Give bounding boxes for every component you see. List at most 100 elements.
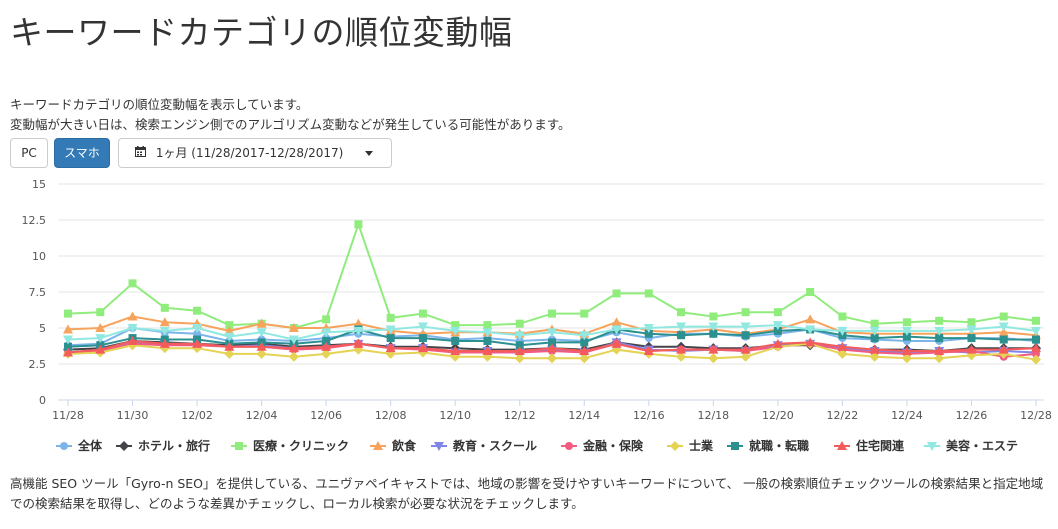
data-point	[322, 315, 331, 324]
data-point	[418, 334, 427, 343]
data-point	[870, 319, 879, 328]
data-point	[805, 314, 816, 324]
data-point	[999, 312, 1008, 321]
data-point	[902, 332, 911, 341]
data-point	[869, 351, 880, 362]
legend-label: ホテル・旅行	[138, 438, 210, 453]
y-tick-label: 12.5	[22, 214, 47, 227]
data-point	[322, 336, 331, 345]
legend-symbol	[927, 442, 937, 451]
data-point	[63, 347, 73, 357]
data-point	[483, 321, 492, 330]
data-point	[385, 348, 396, 359]
data-point	[160, 303, 169, 312]
legend-symbol	[565, 442, 573, 450]
data-point	[288, 351, 299, 362]
data-point	[225, 321, 234, 330]
data-point	[709, 329, 718, 338]
x-tick-label: 12/28	[1020, 409, 1052, 422]
data-point	[127, 311, 138, 321]
x-tick-label: 12/24	[891, 409, 923, 422]
data-point	[288, 343, 299, 353]
data-point	[740, 322, 751, 332]
legend-label: 医療・クリニック	[253, 438, 349, 453]
date-range-dropdown[interactable]: 1ヶ月 (11/28/2017-12/28/2017)	[118, 138, 392, 168]
description-line-1: キーワードカテゴリの順位変動幅を表示しています。	[10, 97, 309, 112]
legend-item[interactable]: 就職・転職	[727, 438, 809, 453]
legend-symbol	[670, 441, 680, 451]
legend-item[interactable]: 金融・保険	[561, 438, 644, 453]
data-point	[95, 334, 106, 344]
x-tick-label: 12/22	[827, 409, 859, 422]
legend-item[interactable]: 医療・クリニック	[231, 438, 349, 453]
data-point	[64, 309, 72, 318]
legend-label: 教育・スクール	[452, 438, 537, 453]
data-point	[773, 326, 782, 335]
legend-item[interactable]: 全体	[56, 438, 103, 453]
legend-item[interactable]: 教育・スクール	[431, 438, 537, 453]
legend-label: 士業	[689, 438, 714, 453]
data-point	[482, 346, 493, 356]
data-point	[547, 353, 557, 364]
data-point	[224, 325, 235, 335]
legend-label: 就職・転職	[749, 438, 809, 453]
smartphone-button[interactable]: スマホ	[54, 138, 110, 168]
data-point	[837, 326, 848, 336]
data-point	[611, 317, 622, 327]
data-point	[63, 324, 73, 334]
data-point	[256, 348, 267, 359]
data-point	[385, 325, 396, 335]
data-point	[838, 312, 847, 321]
data-point	[63, 335, 73, 345]
data-point	[1031, 354, 1041, 365]
calendar-icon	[135, 139, 147, 167]
data-point	[870, 334, 879, 343]
data-point	[967, 334, 976, 343]
data-point	[159, 326, 170, 336]
data-point	[676, 351, 687, 362]
data-point	[547, 328, 557, 338]
data-point	[612, 289, 621, 298]
data-point	[450, 351, 461, 362]
data-point	[256, 341, 267, 351]
data-point	[579, 331, 590, 341]
data-point	[353, 338, 364, 348]
data-point	[644, 289, 653, 298]
data-point	[192, 338, 203, 348]
legend-item[interactable]: 住宅関連	[834, 438, 905, 453]
x-tick-label: 12/20	[762, 409, 794, 422]
y-tick-label: 10	[32, 250, 46, 263]
data-point	[805, 325, 816, 335]
legend-item[interactable]: 士業	[667, 438, 714, 453]
description-line-2: 変動幅が大きい日は、検索エンジン側でのアルゴリズム変動などが発生している可能性が…	[10, 117, 571, 132]
pc-button[interactable]: PC	[10, 138, 48, 168]
data-point	[580, 338, 589, 347]
data-point	[288, 323, 299, 332]
x-tick-label: 11/30	[117, 409, 149, 422]
x-tick-label: 12/12	[504, 409, 536, 422]
data-point	[998, 327, 1009, 337]
series-9	[63, 321, 1041, 345]
data-point	[676, 322, 687, 332]
x-tick-label: 12/14	[568, 409, 600, 422]
data-point	[514, 331, 525, 341]
data-point	[256, 318, 267, 328]
y-tick-label: 15	[32, 178, 46, 191]
data-point	[224, 332, 235, 342]
data-point	[548, 309, 556, 318]
data-point	[1032, 335, 1040, 344]
data-point	[966, 350, 977, 361]
data-point	[869, 326, 880, 336]
legend-item[interactable]: 美容・エステ	[924, 438, 1018, 453]
data-point	[902, 318, 911, 327]
data-point	[934, 346, 945, 356]
legend-symbol	[731, 442, 739, 450]
data-point	[935, 316, 944, 325]
legend-item[interactable]: 飲食	[370, 438, 417, 453]
data-point	[417, 343, 428, 353]
legend-item[interactable]: ホテル・旅行	[116, 438, 210, 453]
data-point	[806, 288, 815, 296]
data-point	[514, 346, 525, 356]
x-tick-label: 11/28	[52, 409, 84, 422]
legend-label: 美容・エステ	[946, 438, 1018, 453]
